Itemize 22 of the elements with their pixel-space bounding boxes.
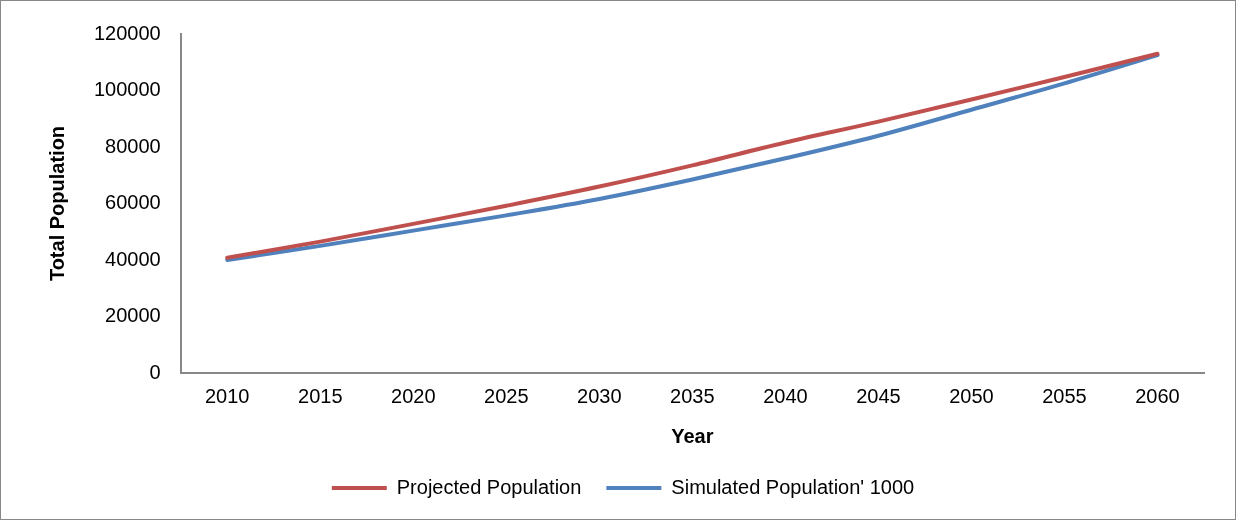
x-tick-label: 2025 (484, 384, 529, 407)
x-tick-label: 2040 (763, 384, 808, 407)
x-tick-label: 2045 (856, 384, 901, 407)
x-tick-label: 2035 (670, 384, 715, 407)
x-tick-label: 2060 (1135, 384, 1180, 407)
y-tick-label: 100000 (93, 78, 161, 101)
y-tick-label: 120000 (93, 21, 161, 44)
x-tick-label: 2050 (949, 384, 994, 407)
y-tick-label: 60000 (105, 191, 161, 214)
x-axis-title: Year (671, 424, 714, 447)
x-tick-label: 2010 (205, 384, 250, 407)
y-tick-label: 80000 (105, 134, 161, 157)
x-tick-label: 2020 (391, 384, 436, 407)
y-tick-label: 20000 (105, 304, 161, 327)
y-tick-label: 40000 (105, 247, 161, 270)
y-axis-title: Total Population (45, 125, 68, 282)
legend-label: Simulated Population' 1000 (671, 475, 915, 498)
x-tick-label: 2030 (577, 384, 622, 407)
x-tick-label: 2015 (298, 384, 343, 407)
legend-label: Projected Population (396, 475, 582, 498)
x-tick-label: 2055 (1042, 384, 1087, 407)
y-tick-label: 0 (149, 360, 161, 383)
